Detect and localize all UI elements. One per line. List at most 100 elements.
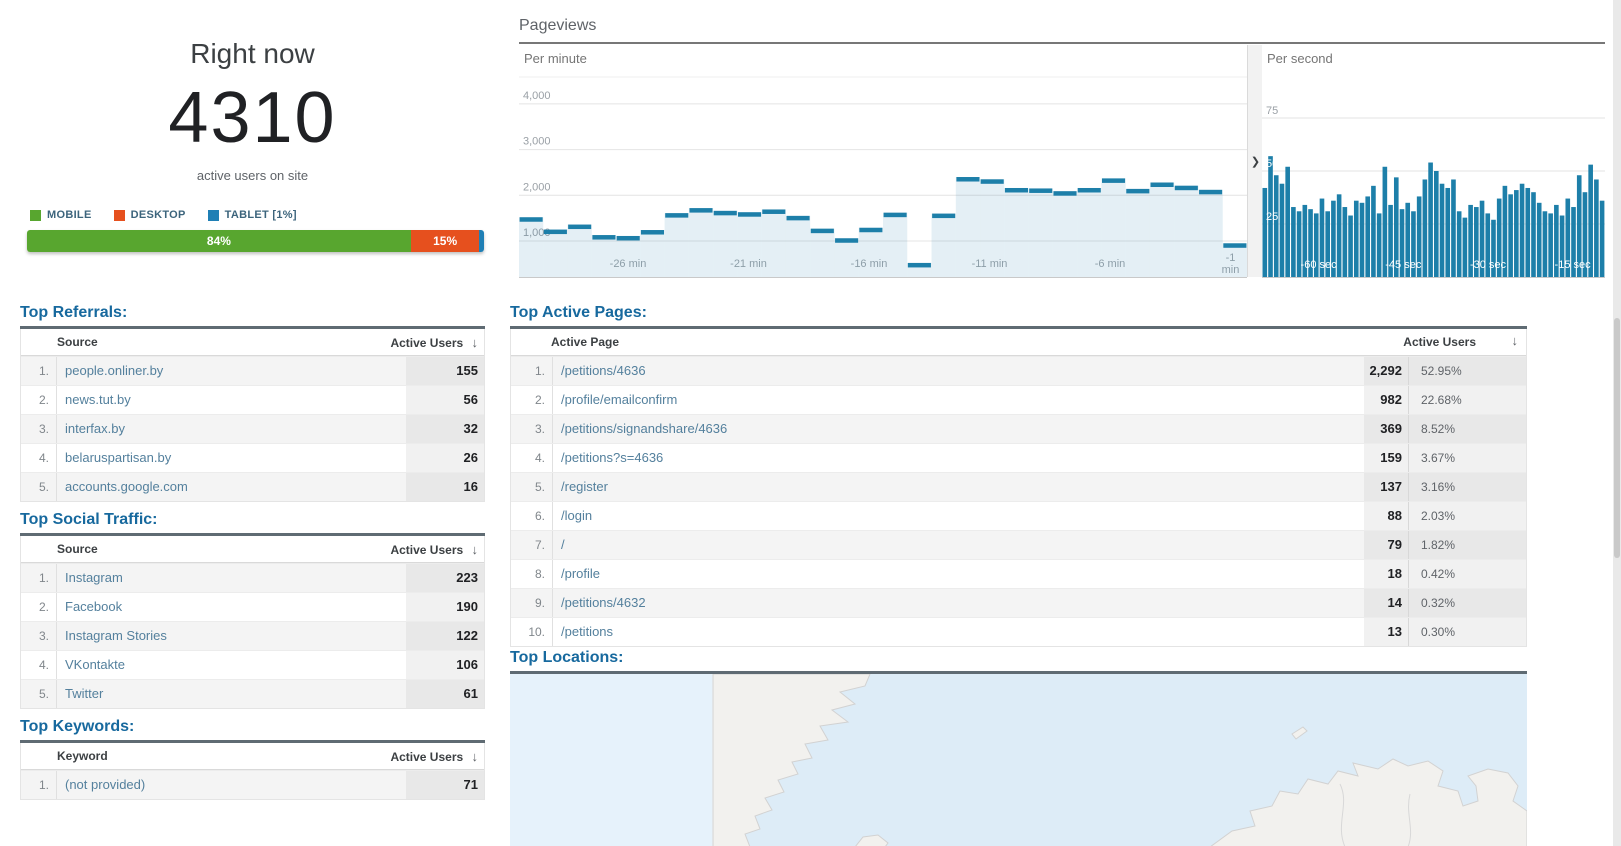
row-active-users: 369 (1380, 421, 1402, 436)
row-link[interactable]: (not provided) (65, 777, 146, 792)
row-link[interactable]: /petitions/4632 (561, 595, 646, 610)
section-rule (510, 671, 1527, 674)
row-value-cell: 16 (406, 473, 484, 501)
row-rank: 1. (21, 564, 57, 592)
top-locations-section: Top Locations: (510, 648, 1527, 846)
column-header-name: Source (57, 542, 98, 556)
row-value-cell: 79 1.82% (1364, 531, 1526, 559)
column-header-active-users[interactable]: Active Users ↓ (390, 334, 479, 350)
row-percentage: 3.67% (1408, 444, 1526, 472)
row-percentage: 0.32% (1408, 589, 1526, 617)
section-title-social: Top Social Traffic: (20, 511, 158, 528)
table-row: 4. /petitions?s=4636 159 3.67% (511, 443, 1526, 472)
row-link[interactable]: belaruspartisan.by (65, 450, 172, 465)
row-link[interactable]: /petitions/signandshare/4636 (561, 421, 728, 436)
row-link[interactable]: /petitions/4636 (561, 363, 646, 378)
row-value-cell: 122 (406, 622, 484, 650)
column-header-active-users[interactable]: Active Users ↓ (390, 541, 479, 557)
table-row: 2. Facebook 190 (21, 592, 484, 621)
row-link[interactable]: /login (561, 508, 593, 523)
row-value-cell: 137 3.16% (1364, 473, 1526, 501)
per-minute-label: Per minute (524, 51, 587, 66)
table-row: 1. (not provided) 71 (21, 770, 484, 799)
row-active-users: 71 (463, 777, 478, 792)
row-active-users: 14 (1387, 595, 1402, 610)
section-title-active-pages: Top Active Pages: (510, 304, 647, 321)
row-rank: 5. (511, 473, 553, 501)
top-keywords-section: Top Keywords: Keyword Active Users ↓ 1. (no… (20, 717, 485, 800)
table-row: 4. belaruspartisan.by 26 (21, 443, 484, 472)
row-rank: 3. (21, 415, 57, 443)
row-link[interactable]: interfax.by (65, 421, 125, 436)
row-percentage: 8.52% (1408, 415, 1526, 443)
row-active-users: 16 (463, 479, 478, 494)
legend-swatch-icon (207, 209, 219, 221)
row-link[interactable]: / (561, 537, 565, 552)
row-active-users: 56 (463, 392, 478, 407)
legend-label: TABLET [1%] (224, 209, 297, 221)
right-now-title: Right now (190, 38, 315, 69)
row-link[interactable]: /petitions?s=4636 (561, 450, 664, 465)
row-rank: 6. (511, 502, 553, 530)
scrollbar-thumb[interactable] (1614, 318, 1620, 558)
column-header-name: Keyword (57, 749, 108, 763)
row-link[interactable]: people.onliner.by (65, 363, 164, 378)
page-scrollbar[interactable] (1613, 0, 1621, 846)
section-rule (20, 326, 485, 329)
locations-map[interactable] (510, 674, 1527, 846)
per-second-bars: 25 50 75 -60 sec -45 sec -30 sec -15 sec (1262, 105, 1605, 277)
sort-descending-icon[interactable]: ↓ (1511, 333, 1519, 348)
table-row: 10. /petitions 13 0.30% (511, 617, 1526, 646)
device-bar-segment (479, 230, 484, 252)
sort-descending-icon[interactable]: ↓ (471, 541, 479, 557)
row-value-cell: 71 (406, 771, 484, 799)
svg-text:-60 sec: -60 sec (1301, 259, 1338, 271)
legend-item[interactable]: DESKTOP (113, 209, 186, 221)
pageviews-title: Pageviews (519, 17, 597, 34)
row-value-cell: 88 2.03% (1364, 502, 1526, 530)
row-percentage: 2.03% (1408, 502, 1526, 530)
column-header-active-users[interactable]: Active Users (1403, 335, 1476, 349)
svg-text:-45 sec: -45 sec (1385, 259, 1422, 271)
row-link[interactable]: /profile/emailconfirm (561, 392, 678, 407)
row-link[interactable]: VKontakte (65, 657, 125, 672)
row-active-users: 223 (456, 570, 478, 585)
legend-item[interactable]: TABLET [1%] (207, 209, 297, 221)
legend-swatch-icon (30, 209, 41, 221)
row-active-users: 159 (1380, 450, 1402, 465)
sort-descending-icon[interactable]: ↓ (471, 748, 479, 764)
row-percentage: 3.16% (1408, 473, 1526, 501)
svg-text:-26 min: -26 min (610, 258, 647, 270)
row-link[interactable]: /profile (561, 566, 601, 581)
svg-text:min: min (1222, 264, 1240, 276)
svg-text:4,000: 4,000 (523, 90, 551, 102)
row-value-cell: 106 (406, 651, 484, 679)
table-header: Source Active Users ↓ (21, 329, 484, 356)
table-header: Keyword Active Users ↓ (21, 743, 484, 770)
row-percentage: 22.68% (1408, 386, 1526, 414)
row-link[interactable]: /register (561, 479, 608, 494)
row-active-users: 190 (456, 599, 478, 614)
row-link[interactable]: accounts.google.com (65, 479, 188, 494)
table-header: Active Page Active Users ↓ (511, 329, 1526, 356)
column-header-active-users[interactable]: Active Users ↓ (390, 748, 479, 764)
row-link[interactable]: Facebook (65, 599, 123, 614)
per-minute-bars: 1,000 2,000 3,000 4,000 -26 min -21 min -16 mi… (519, 76, 1247, 277)
row-link[interactable]: Instagram (65, 570, 123, 585)
svg-text:-11 min: -11 min (972, 258, 1008, 270)
row-value-cell: 26 (406, 444, 484, 472)
sort-descending-icon[interactable]: ↓ (471, 334, 479, 350)
row-link[interactable]: news.tut.by (65, 392, 131, 407)
table-row: 5. /register 137 3.16% (511, 472, 1526, 501)
row-active-users: 18 (1387, 566, 1402, 581)
legend-item[interactable]: MOBILE (30, 209, 92, 221)
row-link[interactable]: Twitter (65, 686, 104, 701)
section-title-keywords: Top Keywords: (20, 718, 135, 735)
row-value-cell: 14 0.32% (1364, 589, 1526, 617)
svg-text:-15 sec: -15 sec (1555, 259, 1592, 271)
row-active-users: 79 (1387, 537, 1402, 552)
row-link[interactable]: /petitions (561, 624, 614, 639)
table-row: 2. news.tut.by 56 (21, 385, 484, 414)
row-link[interactable]: Instagram Stories (65, 628, 167, 643)
table-row: 9. /petitions/4632 14 0.32% (511, 588, 1526, 617)
